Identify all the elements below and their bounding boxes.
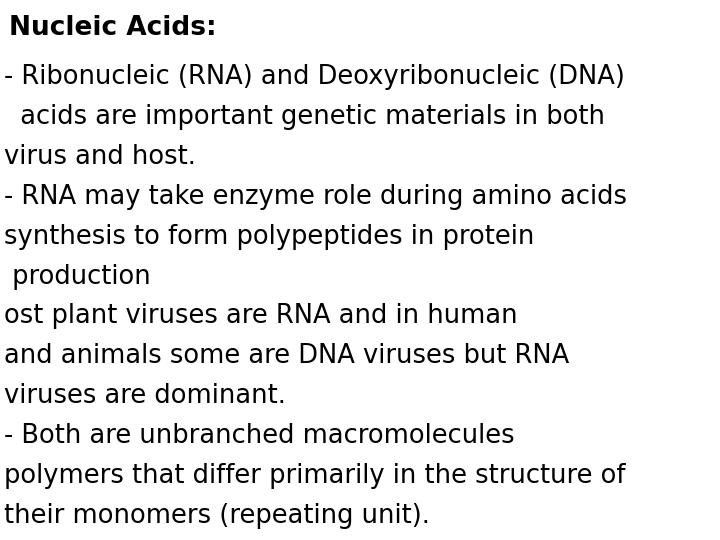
Text: and animals some are DNA viruses but RNA: and animals some are DNA viruses but RNA [4,343,569,369]
Text: - Ribonucleic (RNA) and Deoxyribonucleic (DNA): - Ribonucleic (RNA) and Deoxyribonucleic… [4,64,624,90]
Text: ost plant viruses are RNA and in human: ost plant viruses are RNA and in human [4,303,517,329]
Text: - RNA may take enzyme role during amino acids: - RNA may take enzyme role during amino … [4,184,626,210]
Text: - Both are unbranched macromolecules: - Both are unbranched macromolecules [4,423,514,449]
Text: polymers that differ primarily in the structure of: polymers that differ primarily in the st… [4,463,625,489]
Text: acids are important genetic materials in both: acids are important genetic materials in… [4,104,605,130]
Text: synthesis to form polypeptides in protein: synthesis to form polypeptides in protei… [4,224,534,249]
Text: production: production [4,264,150,289]
Text: their monomers (repeating unit).: their monomers (repeating unit). [4,503,429,529]
Text: virus and host.: virus and host. [4,144,195,170]
Text: viruses are dominant.: viruses are dominant. [4,383,285,409]
Text: Nucleic Acids:: Nucleic Acids: [9,15,216,41]
